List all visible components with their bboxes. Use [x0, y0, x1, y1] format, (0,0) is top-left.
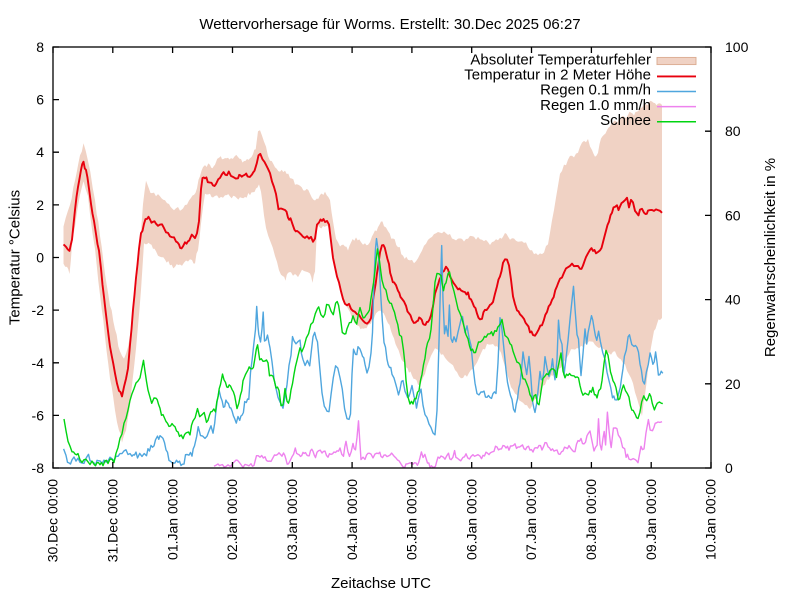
svg-text:80: 80 [725, 123, 741, 139]
svg-text:Temperatur °Celsius: Temperatur °Celsius [7, 190, 24, 325]
svg-text:-2: -2 [32, 302, 45, 318]
svg-text:2: 2 [36, 197, 44, 213]
svg-text:09.Jan 00:00: 09.Jan 00:00 [643, 479, 659, 560]
svg-text:01.Jan 00:00: 01.Jan 00:00 [164, 479, 180, 560]
svg-text:Zeitachse UTC: Zeitachse UTC [331, 575, 431, 592]
svg-text:60: 60 [725, 207, 741, 223]
svg-text:20: 20 [725, 376, 741, 392]
svg-text:31.Dec 00:00: 31.Dec 00:00 [105, 479, 121, 562]
svg-text:0: 0 [725, 460, 733, 476]
svg-text:03.Jan 00:00: 03.Jan 00:00 [284, 479, 300, 560]
svg-text:0: 0 [36, 250, 44, 266]
svg-text:-6: -6 [32, 407, 45, 423]
svg-text:-8: -8 [32, 460, 45, 476]
svg-text:08.Jan 00:00: 08.Jan 00:00 [583, 479, 599, 560]
svg-text:05.Jan 00:00: 05.Jan 00:00 [404, 479, 420, 560]
svg-text:Wettervorhersage für Worms. Er: Wettervorhersage für Worms. Erstellt: 30… [199, 16, 580, 33]
svg-text:30.Dec 00:00: 30.Dec 00:00 [45, 479, 61, 562]
svg-text:6: 6 [36, 92, 44, 108]
svg-text:4: 4 [36, 144, 44, 160]
svg-text:07.Jan 00:00: 07.Jan 00:00 [523, 479, 539, 560]
svg-text:Schnee: Schnee [600, 112, 651, 129]
svg-text:10.Jan 00:00: 10.Jan 00:00 [703, 479, 719, 560]
svg-text:40: 40 [725, 292, 741, 308]
svg-text:100: 100 [725, 39, 749, 55]
svg-text:Absoluter Temperaturfehler: Absoluter Temperaturfehler [470, 52, 651, 69]
svg-text:8: 8 [36, 39, 44, 55]
svg-text:Temperatur in 2 Meter Höhe: Temperatur in 2 Meter Höhe [464, 67, 651, 84]
svg-text:06.Jan 00:00: 06.Jan 00:00 [463, 479, 479, 560]
svg-text:04.Jan 00:00: 04.Jan 00:00 [344, 479, 360, 560]
svg-text:Regen 0.1 mm/h: Regen 0.1 mm/h [540, 82, 651, 99]
svg-text:02.Jan 00:00: 02.Jan 00:00 [224, 479, 240, 560]
svg-text:Regenwahrscheinlichkeit in %: Regenwahrscheinlichkeit in % [762, 158, 779, 357]
svg-text:-4: -4 [32, 355, 45, 371]
svg-text:Regen 1.0 mm/h: Regen 1.0 mm/h [540, 97, 651, 114]
